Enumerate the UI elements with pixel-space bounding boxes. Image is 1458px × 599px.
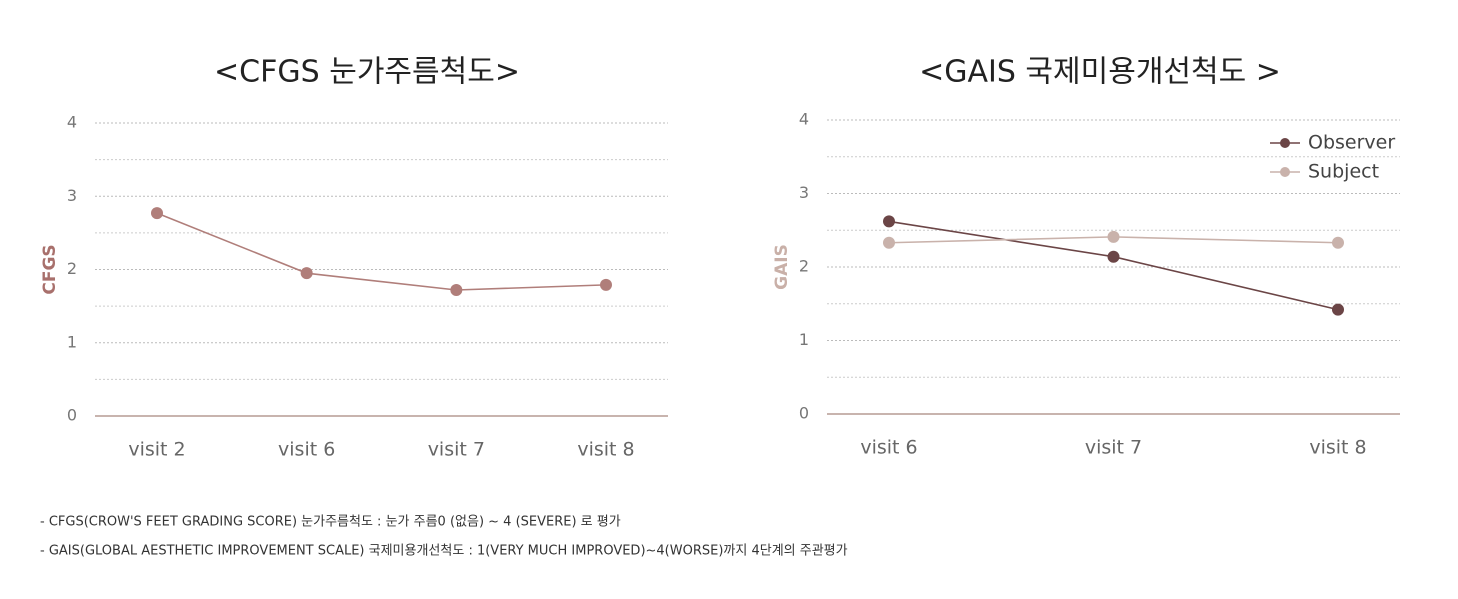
point (1332, 236, 1344, 249)
x-tick-label: visit 8 (577, 439, 634, 461)
y-tick-label: 3 (799, 183, 809, 202)
point (600, 278, 612, 291)
y-tick-label: 4 (67, 113, 77, 132)
y-tick-label: 4 (799, 110, 809, 129)
x-tick-label: visit 7 (428, 439, 485, 461)
x-tick-label: visit 6 (278, 439, 335, 461)
y-axis-label: GAIS (772, 244, 792, 290)
y-tick-label: 3 (67, 186, 77, 205)
point (1332, 303, 1344, 316)
point (151, 207, 163, 220)
legend-label: Subject (1308, 161, 1379, 183)
x-tick-label: visit 7 (1085, 437, 1142, 459)
y-tick-label: 0 (799, 404, 809, 423)
y-tick-label: 0 (67, 406, 77, 425)
x-tick-label: visit 6 (860, 437, 917, 459)
legend-label: Observer (1308, 132, 1395, 154)
point (1107, 250, 1120, 263)
point (883, 236, 895, 249)
point (1107, 230, 1120, 243)
y-tick-label: 2 (67, 259, 77, 278)
legend-marker (1280, 167, 1290, 177)
x-tick-label: visit 2 (128, 439, 185, 461)
x-tick-label: visit 8 (1309, 437, 1366, 459)
footnote: - CFGS(CROW'S FEET GRADING SCORE) 눈가주름척도… (40, 515, 621, 530)
line (156, 212, 607, 291)
y-tick-label: 1 (799, 330, 809, 349)
point (883, 215, 895, 228)
legend-marker (1280, 138, 1290, 148)
point (450, 284, 463, 297)
y-tick-label: 1 (67, 332, 77, 351)
chart-title: <CFGS 눈가주름척도> (214, 55, 520, 90)
y-tick-label: 2 (799, 257, 809, 276)
point (300, 267, 313, 280)
chart-title: <GAIS 국제미용개선척도 > (919, 55, 1281, 90)
footnote: - GAIS(GLOBAL AESTHETIC IMPROVEMENT SCAL… (40, 544, 848, 559)
y-axis-label: CFGS (40, 244, 60, 294)
